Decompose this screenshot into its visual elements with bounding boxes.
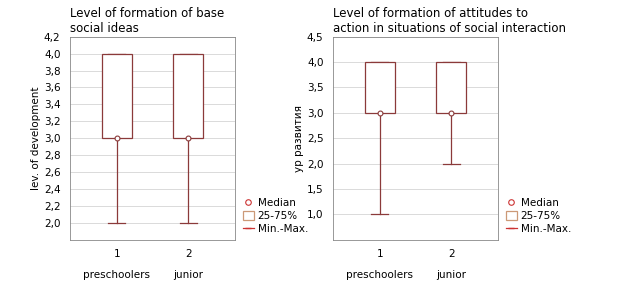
Text: Level of formation of base
social ideas: Level of formation of base social ideas [70, 8, 225, 36]
Legend: Median, 25-75%, Min.-Max.: Median, 25-75%, Min.-Max. [243, 198, 308, 235]
Legend: Median, 25-75%, Min.-Max.: Median, 25-75%, Min.-Max. [506, 198, 571, 235]
Text: junior
schoolchildren: junior schoolchildren [151, 270, 226, 282]
Text: Level of formation of attitudes to
action in situations of social interaction: Level of formation of attitudes to actio… [333, 8, 567, 36]
Text: preschoolers: preschoolers [346, 270, 413, 280]
Bar [436, 62, 466, 113]
Y-axis label: ур развития: ур развития [294, 105, 304, 172]
Text: preschoolers: preschoolers [83, 270, 150, 280]
Bar [365, 62, 395, 113]
Text: junior
schoolchildren: junior schoolchildren [413, 270, 489, 282]
Bar [173, 54, 203, 138]
Y-axis label: lev. of development: lev. of development [31, 86, 41, 190]
Bar [101, 54, 131, 138]
